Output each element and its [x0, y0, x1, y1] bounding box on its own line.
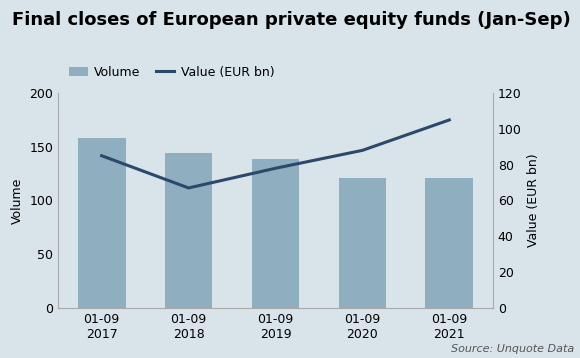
Value (EUR bn)	[446, 118, 453, 122]
Y-axis label: Volume: Volume	[10, 177, 24, 224]
Legend: Volume, Value (EUR bn): Volume, Value (EUR bn)	[64, 61, 279, 84]
Text: Final closes of European private equity funds (Jan-Sep): Final closes of European private equity …	[12, 11, 570, 29]
Value (EUR bn)	[359, 148, 366, 153]
Value (EUR bn)	[272, 166, 279, 170]
Line: Value (EUR bn): Value (EUR bn)	[102, 120, 450, 188]
Bar	[165, 153, 212, 308]
Value (EUR bn)	[98, 154, 105, 158]
Bar	[252, 159, 299, 308]
Y-axis label: Value (EUR bn): Value (EUR bn)	[527, 154, 541, 247]
Value (EUR bn)	[185, 186, 192, 190]
Bar	[425, 178, 473, 308]
Bar	[78, 138, 126, 308]
Bar	[339, 178, 386, 308]
Text: Source: Unquote Data: Source: Unquote Data	[451, 344, 574, 354]
